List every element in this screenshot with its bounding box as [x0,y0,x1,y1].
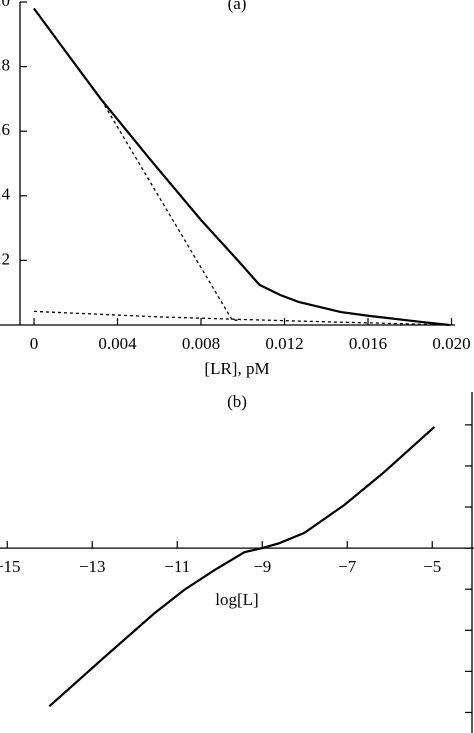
x-tick-label: −5 [423,557,441,576]
x-tick-label: 0.020 [432,334,470,353]
curve [33,8,241,321]
x-tick-label: −11 [164,557,190,576]
y-tick-label: 0.8 [0,56,10,75]
x-axis-label: [LR], pM [204,359,269,378]
curve [48,426,436,708]
panel-label: (b) [227,392,247,411]
y-tick-label: 0.6 [0,120,10,139]
x-tick-label: −9 [253,557,271,576]
x-tick-label: −13 [79,557,106,576]
x-tick-label: 0.008 [182,334,220,353]
x-tick-label: −7 [338,557,357,576]
panel-label: (a) [228,0,247,13]
x-tick-label: 0 [30,334,39,353]
x-axis-label: log[L] [215,590,258,609]
x-tick-label: −15 [0,557,21,576]
x-tick-label: 0.004 [98,334,137,353]
x-tick-label: 0.012 [265,334,303,353]
x-tick-label: 0.016 [349,334,387,353]
y-tick-label: 0.2 [0,249,10,268]
y-tick-label: 1.0 [0,0,10,10]
curve [33,7,450,327]
y-tick-label: 0.4 [0,185,11,204]
